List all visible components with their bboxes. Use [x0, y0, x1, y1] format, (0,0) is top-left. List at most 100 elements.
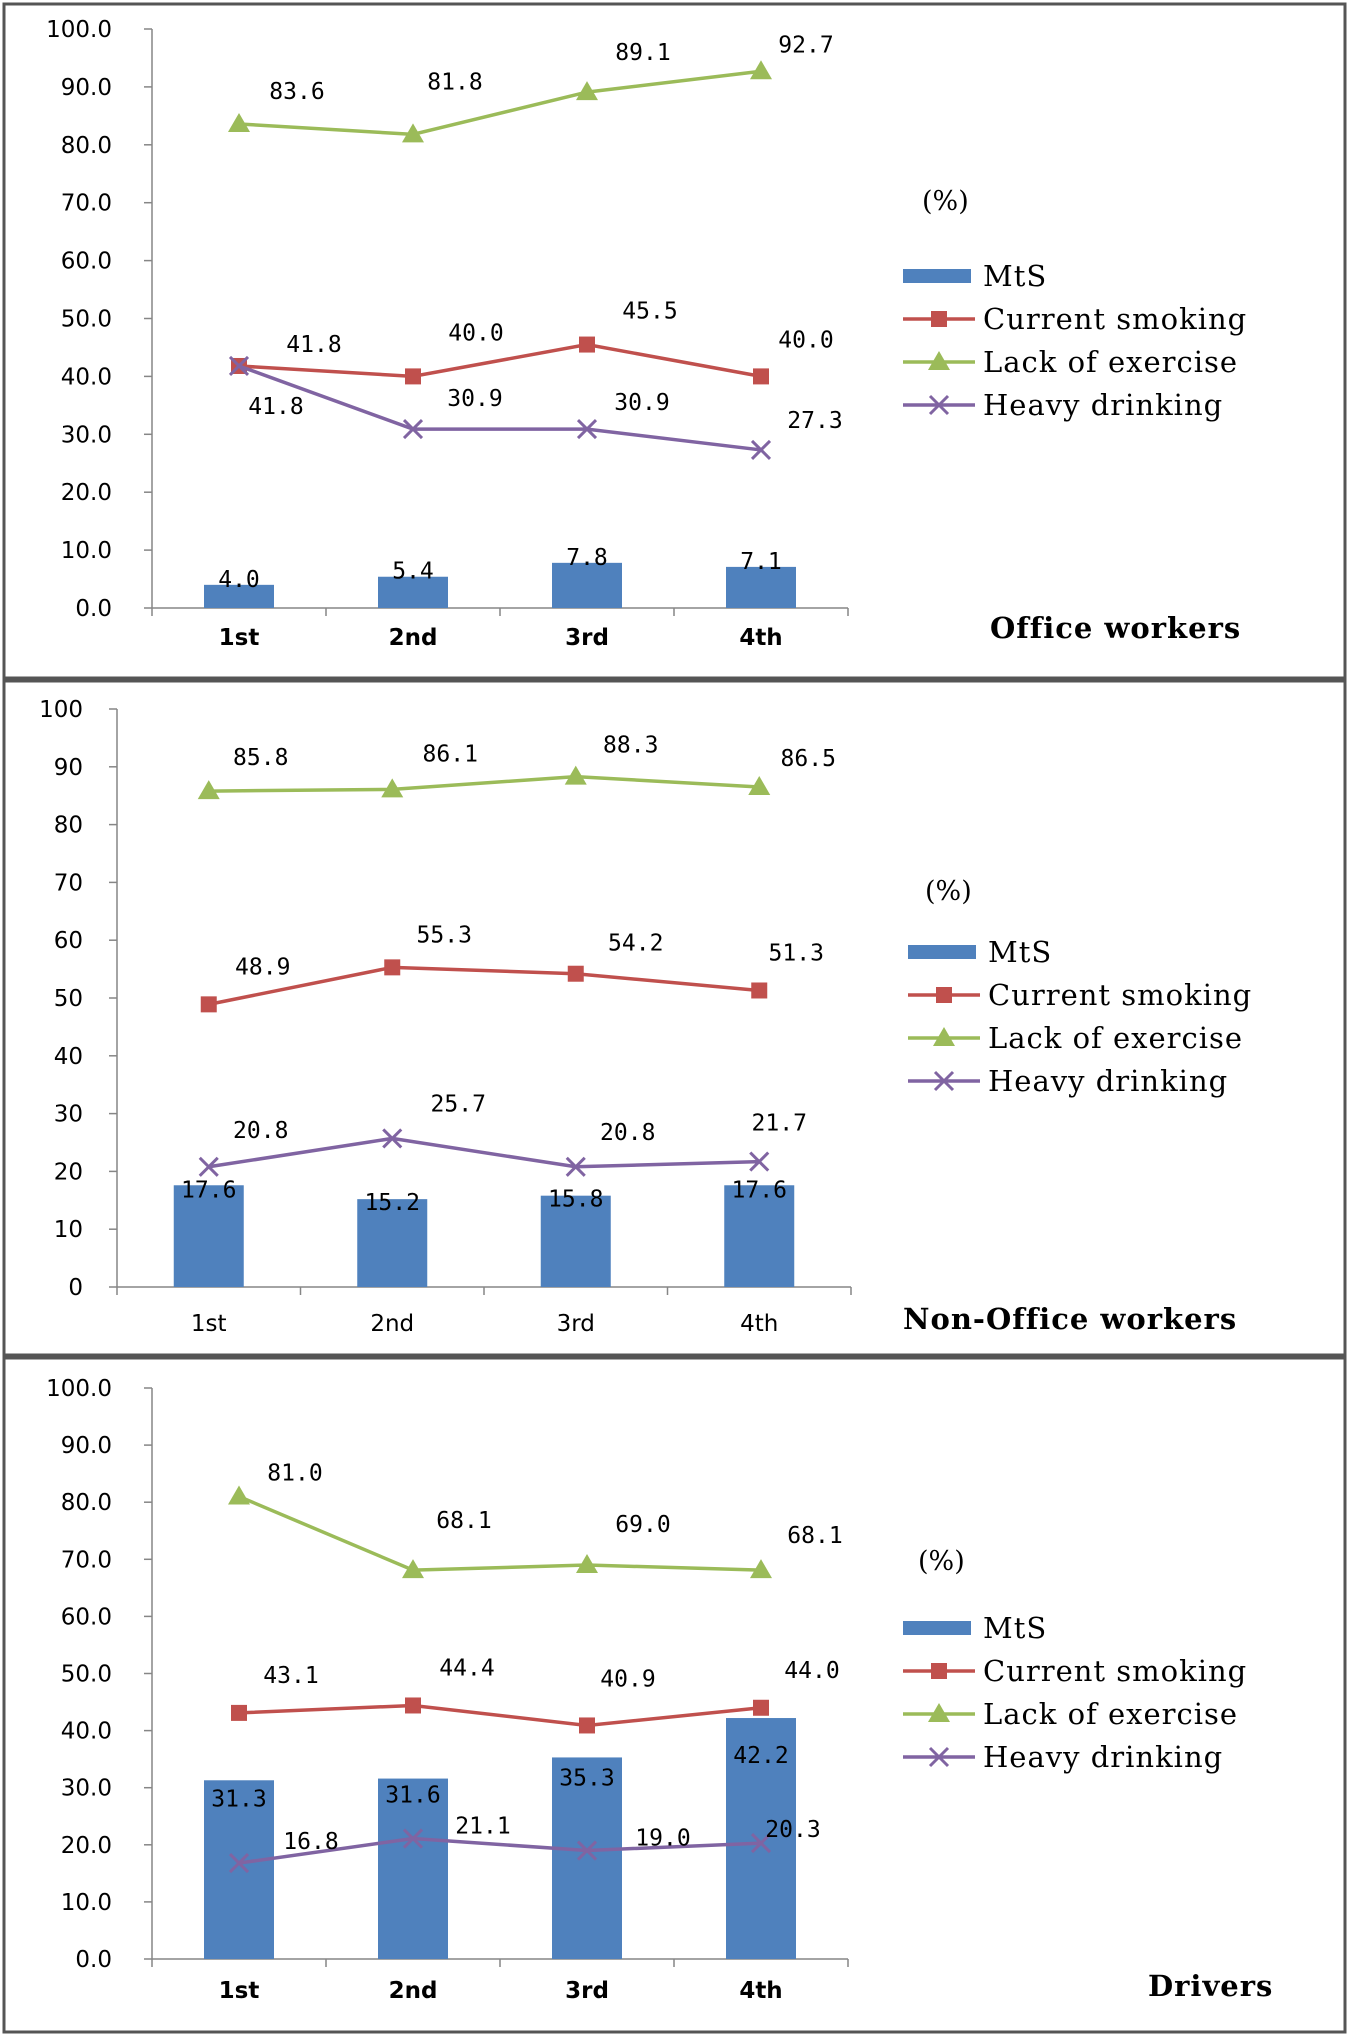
legend-label-current-smoking: Current smoking: [983, 302, 1247, 336]
unit-label: (%): [922, 186, 969, 217]
y-tick-label: 90: [54, 755, 83, 781]
bar-mts: [540, 1195, 611, 1287]
data-label-lack-of-exercise: 81.8: [427, 69, 482, 95]
bar-mts: [724, 1185, 795, 1287]
legend-swatch-mts: [908, 945, 976, 959]
y-tick-label: 0: [68, 1275, 83, 1301]
legend-swatch-mts: [903, 269, 971, 283]
marker-lack-of-exercise: [197, 780, 220, 800]
data-label-current-smoking: 43.1: [263, 1663, 318, 1689]
marker-lack-of-exercise: [748, 776, 771, 796]
data-label-mts: 17.6: [732, 1177, 787, 1203]
marker-lack-of-exercise: [576, 1554, 598, 1574]
marker-current-smoking: [384, 959, 401, 976]
legend-label-heavy-drinking: Heavy drinking: [983, 388, 1223, 422]
data-label-lack-of-exercise: 81.0: [267, 1460, 322, 1486]
data-label-mts: 7.1: [740, 549, 782, 575]
marker-heavy-drinking: [565, 1156, 586, 1177]
marker-heavy-drinking: [402, 1828, 424, 1849]
legend-label-mts: MtS: [983, 1611, 1047, 1645]
data-label-heavy-drinking: 21.7: [752, 1111, 807, 1137]
data-label-current-smoking: 51.3: [769, 940, 824, 966]
y-tick-label: 20.0: [61, 1833, 112, 1859]
line-current-smoking: [238, 1703, 762, 1728]
legend-label-lack-of-exercise: Lack of exercise: [988, 1021, 1243, 1055]
line-heavy-drinking: [238, 1836, 762, 1865]
data-label-lack-of-exercise: 68.1: [787, 1523, 842, 1549]
y-tick-label: 90.0: [61, 1433, 112, 1459]
data-label-mts: 15.2: [365, 1190, 420, 1216]
bar-mts: [726, 1718, 796, 1959]
marker-current-smoking: [231, 1704, 247, 1721]
x-category-label: 1st: [219, 625, 260, 651]
marker-lack-of-exercise: [228, 1485, 250, 1505]
bar-mts: [204, 1780, 274, 1959]
marker-heavy-drinking: [750, 1833, 772, 1854]
legend-marker-heavy-drinking: [928, 394, 950, 416]
marker-heavy-drinking: [749, 1151, 770, 1172]
data-label-mts: 15.8: [548, 1187, 603, 1213]
y-tick-label: 60.0: [61, 249, 112, 275]
legend-label-lack-of-exercise: Lack of exercise: [983, 345, 1238, 379]
data-label-lack-of-exercise: 92.7: [778, 32, 833, 58]
marker-lack-of-exercise: [402, 123, 424, 143]
data-label-lack-of-exercise: 69.0: [615, 1512, 670, 1538]
marker-current-smoking: [567, 965, 584, 982]
bar-mts: [173, 1185, 244, 1287]
marker-current-smoking: [751, 982, 768, 999]
y-tick-label: 60: [54, 928, 83, 954]
data-label-lack-of-exercise: 89.1: [615, 40, 670, 66]
y-tick-label: 30: [54, 1102, 83, 1128]
bar-mts: [378, 1778, 448, 1959]
y-tick-label: 40.0: [61, 1719, 112, 1745]
y-tick-label: 50: [54, 986, 83, 1012]
panel-border: [2, 679, 1347, 1357]
data-label-mts: 35.3: [559, 1765, 614, 1791]
data-label-lack-of-exercise: 86.5: [781, 746, 836, 772]
data-label-current-smoking: 41.8: [286, 332, 341, 358]
data-label-current-smoking: 44.0: [784, 1658, 839, 1684]
legend-label-heavy-drinking: Heavy drinking: [983, 1740, 1223, 1774]
y-tick-label: 80: [54, 813, 83, 839]
data-label-current-smoking: 55.3: [417, 922, 472, 948]
marker-heavy-drinking: [402, 419, 424, 440]
legend-swatch-mts: [903, 1621, 971, 1635]
data-label-heavy-drinking: 19.0: [635, 1826, 690, 1852]
data-label-heavy-drinking: 30.9: [614, 390, 669, 416]
chart-panel-1: 0.0 10.0 20.0 30.0 40.0 50.0 60.0 70.0 80.0 90.0 1…: [2, 2, 1347, 680]
data-label-current-smoking: 40.9: [600, 1666, 655, 1692]
marker-current-smoking: [579, 336, 595, 353]
legend-label-lack-of-exercise: Lack of exercise: [983, 1697, 1238, 1731]
marker-lack-of-exercise: [228, 112, 250, 132]
y-tick-label: 80.0: [61, 133, 112, 159]
data-label-mts: 31.3: [211, 1786, 266, 1812]
panel-border: [2, 1356, 1347, 2034]
x-category-label: 1st: [191, 1311, 227, 1337]
marker-current-smoking: [753, 1699, 769, 1716]
data-label-mts: 42.2: [733, 1743, 788, 1769]
y-tick-label: 0.0: [75, 1947, 112, 1973]
marker-current-smoking: [579, 1717, 595, 1734]
y-tick-label: 90.0: [61, 75, 112, 101]
data-label-lack-of-exercise: 68.1: [436, 1508, 491, 1534]
data-label-heavy-drinking: 20.8: [600, 1120, 655, 1146]
marker-lack-of-exercise: [576, 81, 598, 101]
legend-label-mts: MtS: [988, 935, 1052, 969]
bar-mts: [726, 566, 796, 608]
data-label-lack-of-exercise: 85.8: [233, 745, 288, 771]
unit-label: (%): [918, 1546, 965, 1577]
panel-border: [2, 2, 1347, 680]
panel-title: Non-Office workers: [903, 1302, 1237, 1336]
y-tick-label: 80.0: [61, 1490, 112, 1516]
marker-current-smoking: [405, 368, 421, 385]
x-category-label: 2nd: [389, 1978, 438, 2004]
bar-mts: [357, 1199, 428, 1287]
line-lack-of-exercise: [238, 69, 762, 137]
data-label-lack-of-exercise: 83.6: [269, 79, 324, 105]
y-tick-label: 30.0: [61, 422, 112, 448]
marker-lack-of-exercise: [750, 1559, 772, 1579]
x-category-label: 2nd: [389, 625, 438, 651]
legend-marker-current-smoking: [936, 987, 952, 1003]
marker-current-smoking: [200, 996, 217, 1013]
